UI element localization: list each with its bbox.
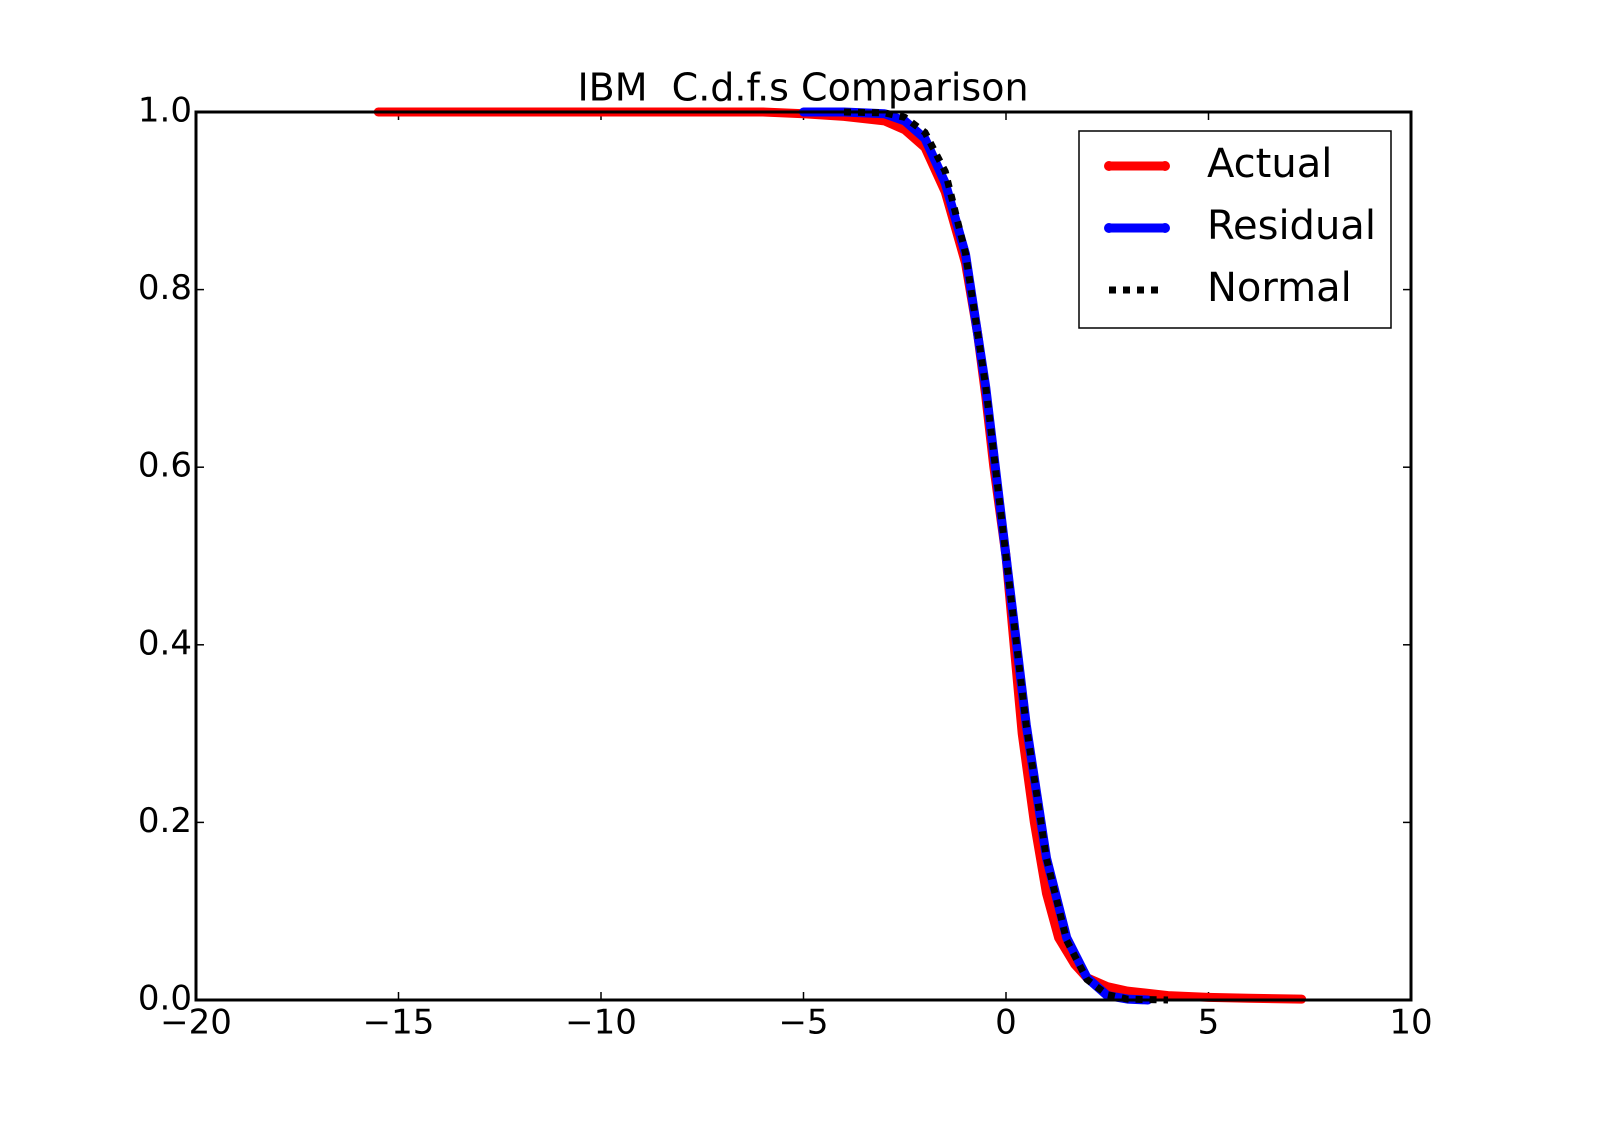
y-tick-label: 0.4 (138, 623, 192, 663)
series-line (843, 108, 1169, 1004)
x-tick-label: 10 (1389, 1003, 1432, 1043)
y-tick-label: 0.0 (138, 979, 192, 1019)
y-tick-label: 0.2 (138, 801, 192, 841)
x-tick-label: 5 (1198, 1003, 1220, 1043)
x-tick-label: 0 (995, 1003, 1017, 1043)
legend-marker (1160, 161, 1170, 171)
chart-title: IBM C.d.f.s Comparison (577, 66, 1028, 110)
legend-label: Actual (1207, 141, 1332, 187)
legend-marker (1160, 223, 1170, 233)
legend-marker (1104, 161, 1114, 171)
legend-label: Residual (1207, 203, 1376, 249)
y-tick-label: 1.0 (138, 91, 192, 131)
x-tick-label: −5 (778, 1003, 828, 1043)
y-tick-label: 0.6 (138, 446, 192, 486)
plot-frame (194, 110, 1413, 1002)
legend-marker (1104, 223, 1114, 233)
x-tick-label: −20 (160, 1003, 232, 1043)
x-tick-label: −15 (363, 1003, 435, 1043)
y-tick-label: 0.8 (138, 268, 192, 308)
x-tick-label: −10 (565, 1003, 637, 1043)
legend-label: Normal (1207, 265, 1352, 311)
